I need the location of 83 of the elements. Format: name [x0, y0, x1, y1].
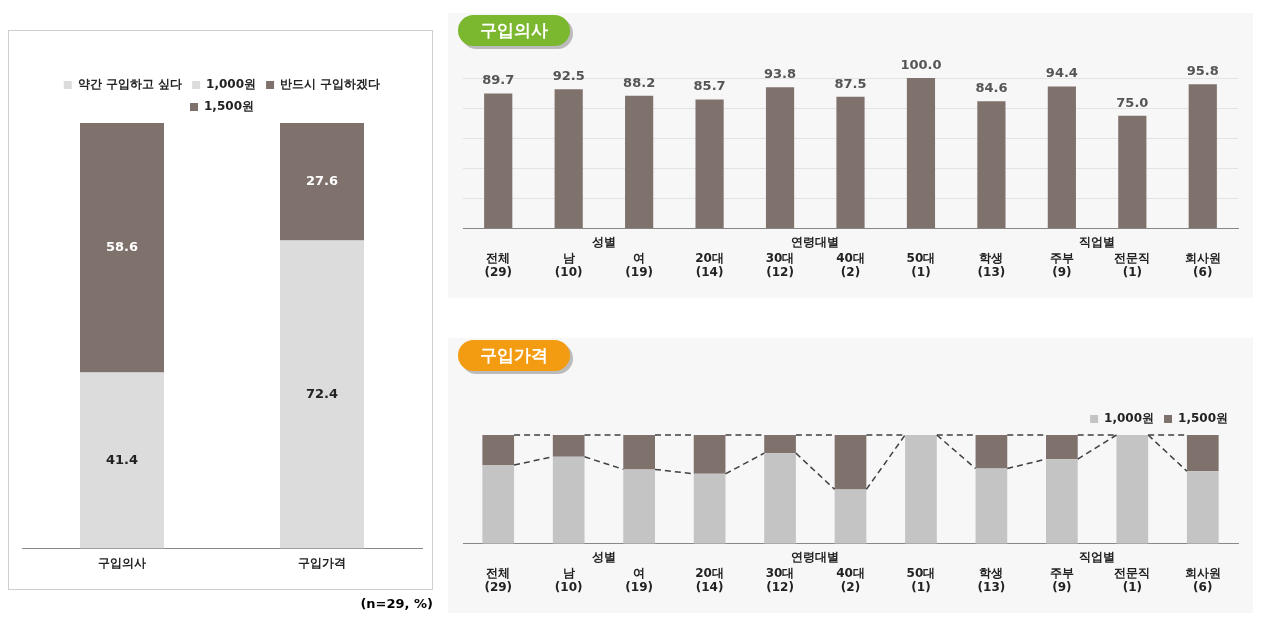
bar — [695, 99, 724, 229]
text: 연령대별 — [791, 549, 840, 564]
bar — [764, 453, 796, 544]
legend-label: 1,000원 — [205, 77, 256, 92]
x-tick-label: 30대 (12) — [765, 250, 795, 279]
x-tick-label: 학생 (13) — [977, 565, 1006, 594]
data-label: 75.0 — [1116, 94, 1149, 110]
x-tick-label: 20대 (14) — [695, 565, 724, 594]
x-tick-label: 여 (19) — [625, 565, 653, 594]
data-label: 93.8 — [764, 66, 797, 82]
bar — [975, 435, 1008, 469]
chart-title: 구입의사 — [458, 15, 570, 46]
bar — [1046, 435, 1078, 460]
legend-label: 반드시 구입하겠다 — [279, 77, 380, 92]
data-label: 88.2 — [623, 74, 656, 90]
x-tick-label: 50대 (1) — [906, 565, 936, 594]
data-label: 87.5 — [834, 75, 867, 91]
bar — [1186, 435, 1219, 472]
data-label: 41.4 — [105, 451, 138, 467]
data-label: 94.4 — [1045, 65, 1078, 81]
bar — [1118, 115, 1147, 229]
bar — [764, 435, 796, 454]
x-tick-label: 남 (10) — [554, 250, 583, 279]
x-tick-label: 40대 (2) — [836, 565, 865, 594]
data-label: 89.7 — [482, 72, 515, 88]
x-tick-label: 전체 (29) — [484, 565, 513, 594]
bar — [482, 465, 515, 544]
bar — [623, 435, 655, 470]
x-tick-label: 40대 (2) — [836, 250, 865, 279]
x-tick-label: 여 (19) — [625, 250, 653, 279]
bar — [834, 435, 867, 490]
bar — [905, 435, 937, 544]
legend-label: 1,500원 — [1178, 411, 1229, 426]
legend-label: 1,000원 — [1104, 411, 1155, 426]
data-label: 58.6 — [105, 239, 138, 255]
text: 성별 — [591, 234, 616, 249]
data-label: 84.6 — [975, 80, 1008, 96]
bar — [484, 93, 513, 229]
data-label: 100.0 — [900, 56, 942, 72]
bar — [906, 78, 936, 229]
bar — [1046, 459, 1078, 544]
data-label: 27.6 — [305, 173, 338, 189]
text: 직업별 — [1079, 549, 1116, 564]
bar — [1186, 471, 1219, 544]
x-tick-label: 주부 (9) — [1049, 565, 1074, 594]
bar — [554, 89, 583, 229]
x-tick-label: 30대 (12) — [765, 565, 795, 594]
bar — [1047, 86, 1076, 229]
bar — [623, 469, 655, 544]
data-label: 85.7 — [693, 78, 726, 94]
x-tick-label: 전체 (29) — [484, 250, 513, 279]
x-tick-label: 회사원 (6) — [1184, 250, 1221, 279]
text: 직업별 — [1079, 234, 1116, 249]
data-label: 72.4 — [305, 385, 338, 401]
x-tick-label: 50대 (1) — [906, 250, 936, 279]
legend-label: 1,500원 — [203, 99, 254, 114]
bar — [834, 489, 867, 544]
x-tick-label: 20대 (14) — [695, 250, 724, 279]
chart-title: 구입가격 — [458, 340, 570, 371]
bar — [975, 468, 1008, 544]
bar — [765, 87, 795, 229]
legend-label: 약간 구입하고 싶다 — [77, 77, 182, 92]
x-tick-label: 회사원 (6) — [1184, 565, 1221, 594]
x-tick-label: 전문직 (1) — [1114, 250, 1151, 279]
bar — [836, 96, 865, 229]
bar — [482, 435, 515, 466]
x-tick-label: 남 (10) — [554, 565, 583, 594]
bar — [552, 435, 585, 457]
bar — [977, 101, 1006, 229]
bar — [625, 95, 654, 229]
data-label: 95.8 — [1186, 63, 1219, 79]
bar — [552, 456, 585, 544]
text: 성별 — [591, 549, 616, 564]
x-tick-label: 학생 (13) — [977, 250, 1006, 279]
data-label: 92.5 — [552, 68, 585, 84]
x-tick-label: 주부 (9) — [1049, 250, 1074, 279]
text: 연령대별 — [791, 234, 840, 249]
bar — [693, 473, 726, 544]
bar — [693, 435, 726, 474]
x-tick-label: 전문직 (1) — [1114, 565, 1151, 594]
bar — [1188, 84, 1217, 229]
text: (n=29, %) — [359, 596, 433, 611]
bar — [1116, 435, 1149, 544]
